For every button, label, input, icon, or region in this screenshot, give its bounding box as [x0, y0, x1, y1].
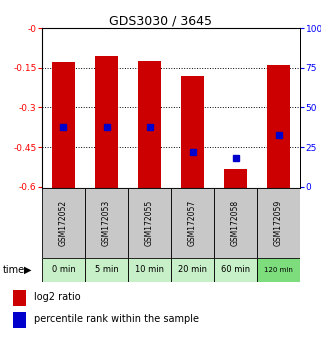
- Text: 20 min: 20 min: [178, 266, 207, 274]
- Text: 60 min: 60 min: [221, 266, 250, 274]
- Text: percentile rank within the sample: percentile rank within the sample: [33, 314, 198, 325]
- Text: GSM172057: GSM172057: [188, 200, 197, 246]
- Bar: [138, 61, 161, 188]
- Text: GSM172052: GSM172052: [59, 200, 68, 246]
- Bar: [42, 188, 85, 258]
- Text: ▶: ▶: [24, 265, 31, 275]
- Text: GSM172059: GSM172059: [274, 200, 283, 246]
- Bar: [13, 290, 26, 306]
- Text: time: time: [3, 265, 25, 275]
- Bar: [52, 62, 75, 188]
- Text: 0 min: 0 min: [52, 266, 75, 274]
- Bar: [214, 188, 257, 258]
- Text: 5 min: 5 min: [95, 266, 118, 274]
- Text: GDS3030 / 3645: GDS3030 / 3645: [109, 15, 212, 28]
- Text: 10 min: 10 min: [135, 266, 164, 274]
- Bar: [128, 188, 171, 258]
- Bar: [214, 258, 257, 282]
- Text: 120 min: 120 min: [264, 267, 293, 273]
- Bar: [85, 188, 128, 258]
- Bar: [13, 312, 26, 328]
- Text: GSM172055: GSM172055: [145, 200, 154, 246]
- Text: GSM172058: GSM172058: [231, 200, 240, 246]
- Bar: [267, 65, 290, 188]
- Text: GSM172053: GSM172053: [102, 200, 111, 246]
- Bar: [257, 188, 300, 258]
- Bar: [224, 170, 247, 188]
- Bar: [181, 76, 204, 188]
- Bar: [42, 258, 85, 282]
- Bar: [128, 258, 171, 282]
- Bar: [257, 258, 300, 282]
- Bar: [95, 56, 118, 188]
- Bar: [171, 188, 214, 258]
- Bar: [171, 258, 214, 282]
- Bar: [85, 258, 128, 282]
- Text: log2 ratio: log2 ratio: [33, 292, 80, 302]
